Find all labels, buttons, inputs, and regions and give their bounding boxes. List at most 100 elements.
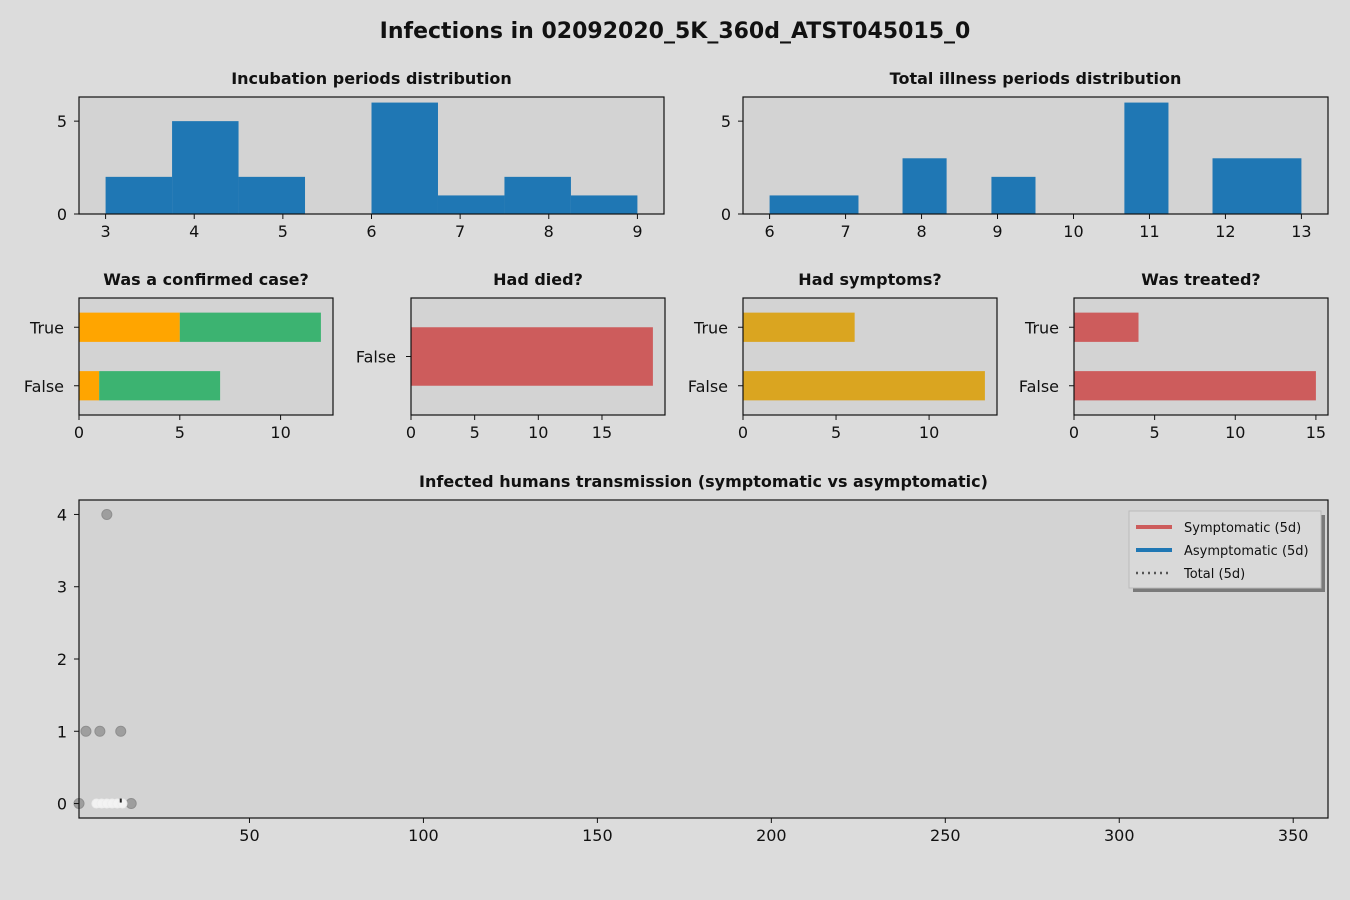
transmission-point: [115, 725, 127, 737]
symptoms-title: Had symptoms?: [798, 270, 941, 289]
died-bar: [411, 327, 653, 386]
transmission-xtick-label: 300: [1104, 826, 1135, 845]
confirmed-chart: Was a confirmed case? True False 0 5 10: [24, 270, 334, 442]
transmission-title: Infected humans transmission (symptomati…: [419, 472, 988, 491]
confirmed-bar: [79, 312, 180, 342]
illness-chart: Total illness periods distribution 6 7 8 9 10…: [721, 69, 1329, 241]
symptoms-bar: [743, 312, 855, 342]
incubation-bar: [172, 121, 239, 214]
transmission-ytick-label: 4: [57, 505, 67, 524]
treated-xtick-label: 15: [1306, 423, 1326, 442]
transmission-ytick-label: 0: [57, 795, 67, 814]
symptoms-category-label: False: [688, 377, 728, 396]
treated-bar: [1074, 371, 1316, 401]
transmission-ytick-label: 2: [57, 650, 67, 669]
confirmed-bar: [99, 371, 221, 401]
illness-ytick-label: 0: [721, 205, 731, 224]
died-axes-frame: [410, 297, 666, 416]
confirmed-xtick-label: 0: [74, 423, 84, 442]
incubation-xtick-label: 6: [366, 222, 376, 241]
illness-bar: [1124, 102, 1169, 214]
treated-axes-frame: [1073, 297, 1329, 416]
incubation-bar: [570, 195, 638, 214]
died-xtick-label: 15: [592, 423, 612, 442]
transmission-xtick-label: 250: [930, 826, 961, 845]
treated-xtick-label: 5: [1150, 423, 1160, 442]
confirmed-xtick-label: 10: [270, 423, 290, 442]
incubation-chart: Incubation periods distribution 3 4 5 6 7 8 9 0 5: [57, 69, 665, 241]
illness-xtick-label: 13: [1291, 222, 1311, 241]
illness-bar: [902, 158, 947, 214]
transmission-point: [94, 725, 106, 737]
transmission-point: [125, 798, 137, 810]
transmission-legend: Symptomatic (5d) Asymptomatic (5d) Total (…: [1128, 510, 1325, 592]
transmission-point: [117, 798, 128, 809]
died-category-label: False: [356, 348, 396, 367]
illness-xtick-label: 10: [1063, 222, 1083, 241]
confirmed-xtick-label: 5: [175, 423, 185, 442]
incubation-title: Incubation periods distribution: [231, 69, 512, 88]
incubation-axes-frame: [78, 96, 665, 215]
transmission-xtick-label: 50: [239, 826, 259, 845]
legend-label: Symptomatic (5d): [1184, 521, 1301, 536]
legend-label: Asymptomatic (5d): [1184, 544, 1309, 559]
transmission-xtick-label: 150: [582, 826, 613, 845]
treated-xtick-label: 10: [1225, 423, 1245, 442]
treated-category-label: False: [1019, 377, 1059, 396]
died-xtick-label: 10: [528, 423, 548, 442]
transmission-xtick-label: 200: [756, 826, 787, 845]
died-chart: Had died? False 0 5 10 15: [356, 270, 666, 442]
confirmed-title: Was a confirmed case?: [103, 270, 308, 289]
treated-category-label: True: [1024, 318, 1059, 337]
incubation-ytick-label: 5: [57, 112, 67, 131]
symptoms-xtick-label: 10: [919, 423, 939, 442]
confirmed-category-label: False: [24, 377, 64, 396]
died-xtick-label: 0: [406, 423, 416, 442]
transmission-point: [101, 508, 113, 520]
illness-xtick-label: 11: [1139, 222, 1159, 241]
legend-label: Total (5d): [1183, 567, 1245, 582]
page-title: Infections in 02092020_5K_360d_ATST04501…: [380, 19, 971, 44]
incubation-bar: [238, 176, 306, 214]
transmission-chart: Infected humans transmission (symptomati…: [57, 472, 1329, 845]
transmission-ytick-label: 1: [57, 722, 67, 741]
symptoms-bar: [743, 371, 985, 401]
symptoms-axes-frame: [742, 297, 998, 416]
illness-xtick-label: 7: [840, 222, 850, 241]
died-xtick-label: 5: [470, 423, 480, 442]
illness-xtick-label: 9: [992, 222, 1002, 241]
incubation-xtick-label: 9: [632, 222, 642, 241]
illness-bar: [991, 176, 1036, 214]
confirmed-bar: [179, 312, 321, 342]
incubation-xtick-label: 4: [189, 222, 199, 241]
transmission-axes-frame: [78, 499, 1329, 819]
illness-ytick-label: 5: [721, 112, 731, 131]
incubation-ytick-label: 0: [57, 205, 67, 224]
incubation-xtick-label: 3: [100, 222, 110, 241]
incubation-xtick-label: 8: [544, 222, 554, 241]
treated-bar: [1074, 312, 1139, 342]
transmission-xtick-label: 100: [408, 826, 439, 845]
illness-xtick-label: 12: [1215, 222, 1235, 241]
transmission-ytick-label: 3: [57, 578, 67, 597]
confirmed-axes-frame: [78, 297, 334, 416]
incubation-bar: [504, 176, 571, 214]
incubation-bar: [437, 195, 505, 214]
illness-bar: [769, 195, 859, 214]
symptoms-xtick-label: 0: [738, 423, 748, 442]
treated-xtick-label: 0: [1069, 423, 1079, 442]
transmission-plot-area: [79, 500, 1328, 818]
illness-title: Total illness periods distribution: [890, 69, 1182, 88]
incubation-bar: [371, 102, 438, 214]
transmission-xtick-label: 350: [1278, 826, 1309, 845]
confirmed-category-label: True: [29, 318, 64, 337]
treated-title: Was treated?: [1141, 270, 1260, 289]
incubation-bar: [105, 176, 173, 214]
illness-xtick-label: 6: [764, 222, 774, 241]
transmission-point: [80, 725, 92, 737]
died-title: Had died?: [493, 270, 583, 289]
incubation-xtick-label: 5: [278, 222, 288, 241]
illness-bar: [1212, 158, 1302, 214]
treated-chart: Was treated? True False 0 5 10 15: [1019, 270, 1329, 442]
